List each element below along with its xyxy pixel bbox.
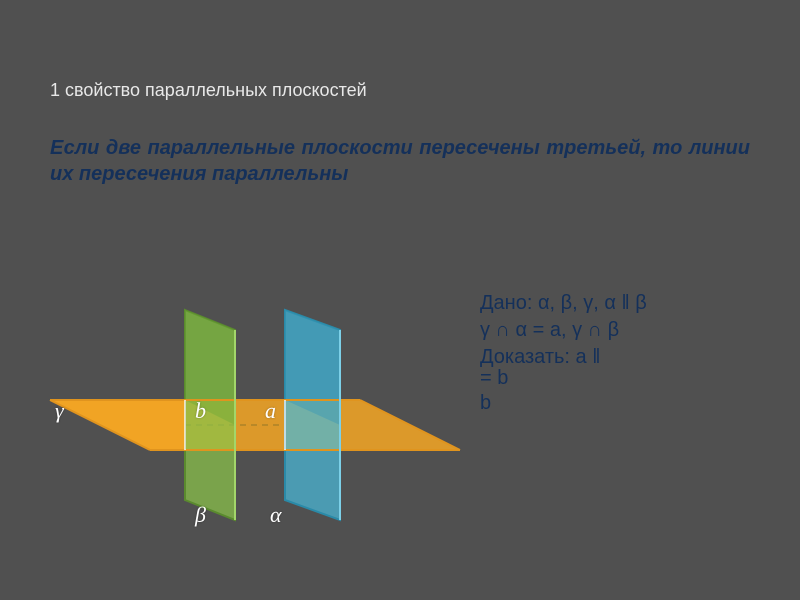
label-gamma: γ <box>55 398 64 424</box>
given-line-2: γ ∩ α = a, γ ∩ β <box>480 317 780 344</box>
label-beta: β <box>195 502 206 528</box>
gamma-front-mid <box>235 425 285 450</box>
geometry-diagram <box>40 260 460 560</box>
given-line-5: b <box>480 390 780 417</box>
gamma-front-left <box>50 400 185 450</box>
diagram-svg <box>40 260 460 560</box>
page-title: 1 свойство параллельных плоскостей <box>50 80 367 101</box>
theorem-text: Если две параллельные плоскости пересече… <box>50 135 750 187</box>
label-alpha: α <box>270 502 282 528</box>
given-line-1: Дано: α, β, γ, α ‖ β <box>480 290 780 317</box>
label-a: a <box>265 398 276 424</box>
given-block: Дано: α, β, γ, α ‖ β γ ∩ α = a, γ ∩ β До… <box>480 290 780 417</box>
label-b: b <box>195 398 206 424</box>
